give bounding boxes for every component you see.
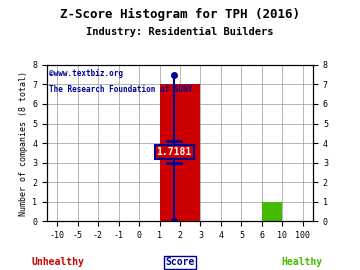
Bar (262, 202, 283, 221)
Text: Industry: Residential Builders: Industry: Residential Builders (86, 27, 274, 37)
Bar (159, 84, 201, 221)
Text: The Research Foundation of SUNY: The Research Foundation of SUNY (49, 85, 193, 94)
Text: 1.7181: 1.7181 (157, 147, 192, 157)
Text: Z-Score Histogram for TPH (2016): Z-Score Histogram for TPH (2016) (60, 8, 300, 21)
Text: Unhealthy: Unhealthy (31, 257, 84, 267)
Text: Score: Score (165, 257, 195, 267)
Y-axis label: Number of companies (8 total): Number of companies (8 total) (19, 70, 28, 216)
Text: ©www.textbiz.org: ©www.textbiz.org (49, 69, 123, 79)
Text: Healthy: Healthy (282, 257, 323, 267)
